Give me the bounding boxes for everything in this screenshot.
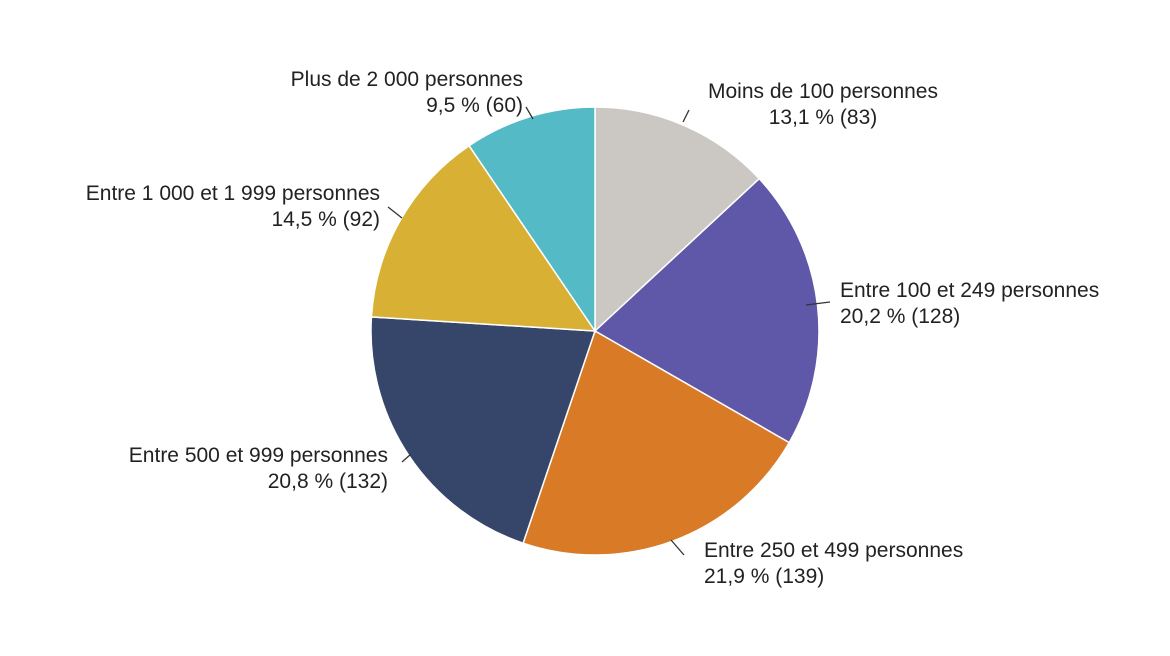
pie-slice-entre-250-et-499-personnes xyxy=(522,329,791,556)
pie-slice-entre-100-et-249-personnes xyxy=(593,177,820,444)
slice-value-entre-500-et-999-personnes: 20,8 % (132) xyxy=(268,470,388,493)
pie-slice-moins-de-100-personnes xyxy=(594,106,761,333)
leader-lines-layer xyxy=(387,106,831,556)
leader-line-entre-1-000-et-1-999-personnes xyxy=(387,206,403,219)
slice-value-entre-1-000-et-1-999-personnes: 14,5 % (92) xyxy=(271,208,380,231)
leader-line-plus-de-2-000-personnes xyxy=(525,106,534,120)
slice-label-moins-de-100-personnes: Moins de 100 personnes xyxy=(708,80,938,103)
leader-line-entre-500-et-999-personnes xyxy=(401,453,412,463)
leader-line-entre-250-et-499-personnes xyxy=(670,539,685,556)
slice-label-plus-de-2-000-personnes: Plus de 2 000 personnes xyxy=(291,68,523,91)
slice-label-entre-500-et-999-personnes: Entre 500 et 999 personnes xyxy=(129,444,388,467)
slice-label-entre-100-et-249-personnes: Entre 100 et 249 personnes xyxy=(840,279,1099,302)
slice-label-entre-1-000-et-1-999-personnes: Entre 1 000 et 1 999 personnes xyxy=(86,182,380,205)
pie-slice-plus-de-2-000-personnes xyxy=(468,106,596,334)
slice-label-entre-250-et-499-personnes: Entre 250 et 499 personnes xyxy=(704,539,963,562)
leader-line-moins-de-100-personnes xyxy=(682,109,690,123)
pie-slice-entre-1-000-et-1-999-personnes xyxy=(370,144,597,332)
slice-value-plus-de-2-000-personnes: 9,5 % (60) xyxy=(426,94,523,117)
slice-value-entre-250-et-499-personnes: 21,9 % (139) xyxy=(704,565,824,588)
slice-value-entre-100-et-249-personnes: 20,2 % (128) xyxy=(840,305,960,328)
labels-layer: Moins de 100 personnes 13,1 % (83) Entre 1… xyxy=(86,68,1099,588)
leader-line-entre-100-et-249-personnes xyxy=(805,301,831,306)
slices-layer xyxy=(370,106,820,556)
slice-value-moins-de-100-personnes: 13,1 % (83) xyxy=(769,106,878,129)
